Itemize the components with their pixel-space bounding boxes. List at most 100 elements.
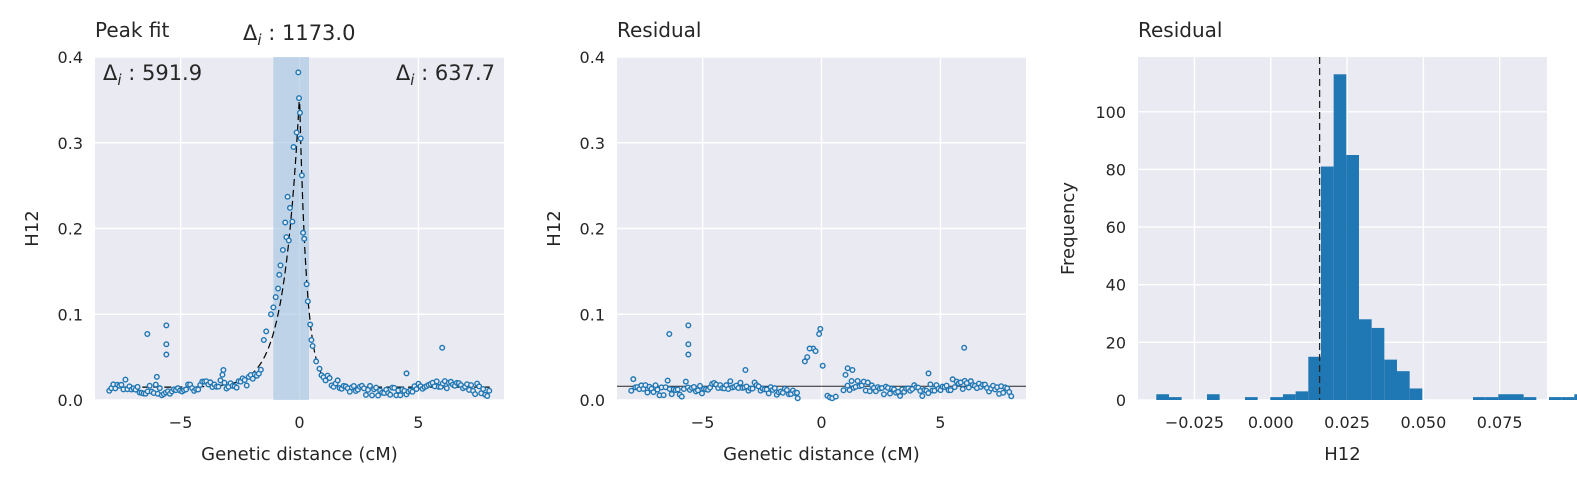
data-point <box>806 345 813 352</box>
data-point <box>685 322 692 329</box>
data-point <box>295 69 302 76</box>
data-point <box>243 382 250 389</box>
data-point <box>880 391 887 398</box>
data-point <box>484 392 491 399</box>
data-point <box>301 235 308 242</box>
x-tick-label: −5 <box>691 413 715 432</box>
data-point <box>326 375 333 382</box>
data-point <box>696 382 703 389</box>
annotation-right: Δi : 637.7 <box>396 61 495 89</box>
data-point <box>313 358 320 365</box>
data-point <box>195 386 202 393</box>
data-point <box>848 377 855 384</box>
x-axis-label: H12 <box>1324 444 1360 465</box>
data-point <box>277 262 284 269</box>
histogram-bar <box>1282 394 1296 400</box>
data-point <box>472 391 479 398</box>
y-tick-label: 0.4 <box>580 48 605 67</box>
data-point <box>866 388 873 395</box>
histogram-bar <box>1510 394 1524 400</box>
histogram-bar <box>1244 397 1258 400</box>
y-tick-label: 0.4 <box>58 48 83 67</box>
data-point <box>819 362 826 369</box>
data-point <box>864 379 871 386</box>
data-point <box>664 377 671 384</box>
data-point <box>122 376 129 383</box>
chart-title: Peak fit <box>95 18 169 42</box>
data-point <box>832 393 839 400</box>
data-point <box>298 172 305 179</box>
data-point <box>219 371 226 378</box>
y-tick-label: 0.1 <box>58 305 83 324</box>
data-point <box>433 378 440 385</box>
histogram-bar <box>1384 359 1397 400</box>
histogram-bar <box>1320 166 1334 400</box>
data-point <box>397 392 404 399</box>
residual-scatter-panel: −5 0 5 0.0 0.1 0.2 0.3 0.4 Residual Genetic dis… <box>544 18 1026 465</box>
data-point <box>221 379 228 386</box>
histogram-bar <box>1308 356 1321 400</box>
data-point <box>965 384 972 391</box>
data-point <box>303 281 310 288</box>
data-point <box>270 304 277 311</box>
data-point <box>925 390 932 397</box>
data-point <box>369 392 376 399</box>
y-tick-label: 0.2 <box>580 220 605 239</box>
x-tick-label: 0.050 <box>1400 413 1446 432</box>
data-point <box>742 366 749 373</box>
data-point <box>628 387 635 394</box>
data-point <box>413 386 420 393</box>
data-point <box>289 218 296 225</box>
data-point <box>183 386 190 393</box>
histogram-bar <box>1548 397 1562 400</box>
data-point <box>794 395 801 402</box>
y-tick-label: 0.3 <box>58 134 83 153</box>
data-point <box>373 384 380 391</box>
y-tick-label: 40 <box>1106 276 1126 295</box>
data-point <box>387 391 394 398</box>
data-point <box>771 385 778 392</box>
x-axis-label: Genetic distance (cM) <box>201 444 398 465</box>
data-point <box>296 95 303 102</box>
data-point <box>959 386 966 393</box>
data-point <box>309 342 316 349</box>
data-point <box>260 336 267 343</box>
histogram-bar <box>1333 74 1347 400</box>
data-point <box>284 193 291 200</box>
y-axis-label: Frequency <box>1058 182 1079 275</box>
data-point <box>293 129 300 136</box>
y-tick-label: 0.0 <box>58 391 83 410</box>
histogram-bar <box>1472 397 1486 400</box>
x-tick-label: 5 <box>413 413 423 432</box>
data-point <box>480 385 487 392</box>
data-point <box>694 387 701 394</box>
data-point <box>468 382 475 389</box>
data-point <box>727 378 734 385</box>
data-point <box>927 381 934 388</box>
x-tick-label: 0.000 <box>1248 413 1294 432</box>
data-point <box>257 366 264 373</box>
data-point <box>375 392 382 399</box>
residual-histogram-panel: −0.025 0.000 0.025 0.050 0.075 0 20 40 60 80 100 R… <box>1058 18 1577 465</box>
gridlines <box>617 56 1026 401</box>
histogram-bars <box>1156 74 1577 400</box>
data-point <box>947 387 954 394</box>
data-point <box>817 325 824 332</box>
data-point <box>1000 389 1007 396</box>
data-point <box>842 371 849 378</box>
data-point <box>816 330 823 337</box>
data-point <box>650 389 657 396</box>
data-point <box>439 344 446 351</box>
histogram-bar <box>1358 319 1372 400</box>
chart-title: Residual <box>1138 18 1222 42</box>
data-point <box>279 246 286 253</box>
data-point <box>308 336 315 343</box>
y-tick-label: 0.2 <box>58 220 83 239</box>
data-point <box>685 351 692 358</box>
data-point <box>699 390 706 397</box>
data-point <box>220 366 227 373</box>
x-tick-label: 0 <box>294 413 304 432</box>
data-point <box>153 373 160 380</box>
data-point <box>152 381 159 388</box>
x-tick-label: 0.075 <box>1477 413 1523 432</box>
